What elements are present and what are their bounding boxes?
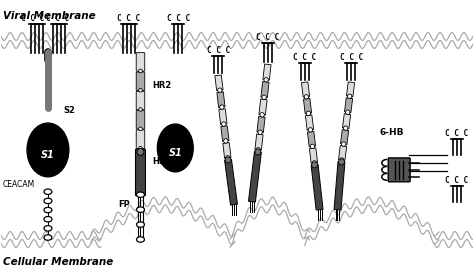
Text: CEACAM: CEACAM: [2, 180, 35, 189]
Ellipse shape: [27, 123, 69, 177]
Text: Cellular Membrane: Cellular Membrane: [3, 257, 113, 267]
Text: C C C: C C C: [293, 53, 316, 62]
Polygon shape: [219, 109, 227, 124]
Circle shape: [139, 108, 142, 111]
Text: C C C: C C C: [340, 53, 363, 62]
FancyBboxPatch shape: [136, 149, 146, 196]
Circle shape: [342, 142, 346, 146]
Circle shape: [137, 148, 144, 155]
Circle shape: [258, 130, 262, 134]
Polygon shape: [263, 64, 271, 80]
Ellipse shape: [44, 189, 52, 195]
Text: S1: S1: [168, 148, 182, 158]
Text: HR1: HR1: [153, 157, 172, 166]
Circle shape: [304, 95, 309, 99]
Polygon shape: [310, 148, 318, 163]
Ellipse shape: [44, 216, 52, 222]
Text: HR2: HR2: [153, 81, 172, 90]
Circle shape: [260, 113, 264, 117]
Polygon shape: [345, 98, 353, 113]
Circle shape: [139, 127, 142, 130]
Polygon shape: [261, 81, 269, 98]
Polygon shape: [217, 92, 225, 108]
Polygon shape: [221, 126, 229, 141]
Polygon shape: [223, 143, 231, 158]
Polygon shape: [225, 159, 237, 205]
Circle shape: [219, 105, 224, 109]
FancyBboxPatch shape: [136, 91, 145, 110]
Polygon shape: [308, 131, 316, 147]
Ellipse shape: [44, 235, 52, 240]
Circle shape: [346, 110, 350, 115]
FancyBboxPatch shape: [388, 158, 410, 182]
Polygon shape: [346, 82, 355, 97]
Circle shape: [262, 95, 266, 99]
Polygon shape: [311, 164, 323, 210]
Text: C C C: C C C: [117, 14, 140, 23]
Text: C C C: C C C: [207, 46, 230, 55]
Polygon shape: [305, 115, 314, 130]
Text: C C C: C C C: [167, 14, 190, 23]
Circle shape: [310, 144, 315, 149]
Text: C C C: C C C: [446, 176, 468, 185]
Circle shape: [344, 126, 348, 130]
Polygon shape: [215, 75, 223, 91]
Circle shape: [311, 162, 318, 168]
Circle shape: [226, 156, 230, 160]
FancyBboxPatch shape: [136, 111, 145, 129]
Circle shape: [225, 157, 231, 163]
Text: C C C: C C C: [21, 14, 45, 23]
Polygon shape: [248, 151, 261, 202]
Circle shape: [139, 88, 142, 92]
Polygon shape: [340, 130, 349, 144]
Text: C C C: C C C: [46, 14, 70, 23]
Text: S1: S1: [41, 150, 55, 160]
Polygon shape: [334, 162, 345, 210]
Circle shape: [264, 78, 268, 82]
Polygon shape: [343, 114, 351, 129]
Circle shape: [338, 159, 345, 165]
Polygon shape: [255, 134, 263, 150]
Circle shape: [224, 139, 228, 143]
Circle shape: [308, 128, 312, 132]
Polygon shape: [338, 146, 346, 160]
FancyBboxPatch shape: [136, 130, 145, 148]
Text: Viral Membrane: Viral Membrane: [3, 11, 96, 21]
Polygon shape: [259, 99, 267, 115]
Circle shape: [139, 69, 142, 73]
Text: C C C: C C C: [446, 129, 468, 138]
Circle shape: [312, 161, 317, 165]
Circle shape: [218, 88, 222, 92]
Text: 6-HB: 6-HB: [379, 127, 404, 137]
Ellipse shape: [137, 207, 145, 213]
Circle shape: [255, 149, 261, 155]
Ellipse shape: [165, 154, 185, 171]
Circle shape: [306, 111, 310, 116]
Ellipse shape: [137, 237, 145, 242]
Text: S2: S2: [64, 106, 76, 115]
Circle shape: [256, 148, 260, 152]
Ellipse shape: [137, 192, 145, 197]
Ellipse shape: [44, 226, 52, 231]
Circle shape: [339, 158, 344, 162]
Ellipse shape: [157, 124, 193, 172]
Text: FP: FP: [118, 200, 130, 209]
Polygon shape: [301, 82, 310, 97]
Ellipse shape: [44, 198, 52, 204]
FancyBboxPatch shape: [136, 72, 145, 90]
Ellipse shape: [137, 222, 145, 227]
Ellipse shape: [36, 157, 59, 176]
Polygon shape: [303, 98, 311, 114]
Circle shape: [139, 146, 142, 150]
Polygon shape: [257, 116, 265, 133]
FancyBboxPatch shape: [136, 53, 145, 71]
Circle shape: [222, 122, 226, 126]
Circle shape: [347, 94, 352, 99]
Ellipse shape: [44, 207, 52, 213]
Text: C C C: C C C: [256, 34, 279, 43]
